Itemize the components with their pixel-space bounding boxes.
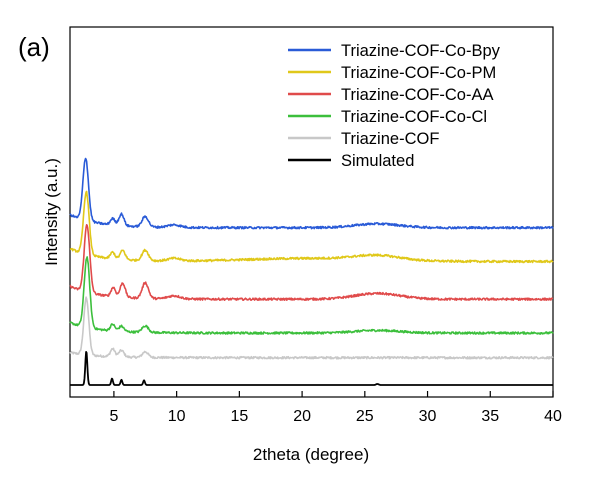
- legend-label: Triazine-COF-Co-Cl: [341, 108, 487, 126]
- legend: Triazine-COF-Co-Bpy Triazine-COF-Co-PM Tri…: [288, 42, 501, 170]
- plot-frame: [69, 26, 554, 398]
- legend-label: Triazine-COF-Co-Bpy: [341, 42, 501, 60]
- series-line: [69, 190, 554, 264]
- series-line: [69, 223, 554, 302]
- x-tick-label: 10: [168, 408, 186, 425]
- series-line: [69, 157, 554, 230]
- x-tick-label: 35: [481, 408, 499, 425]
- x-tick-label: 25: [356, 408, 374, 425]
- x-tick-label: 40: [544, 408, 562, 425]
- series-line: [69, 296, 554, 360]
- legend-label: Triazine-COF: [341, 130, 439, 148]
- legend-label: Simulated: [341, 152, 414, 170]
- x-tick-label: 15: [230, 408, 248, 425]
- x-axis-title: 2theta (degree): [253, 445, 369, 464]
- series-line: [69, 351, 554, 386]
- x-tick-label: 20: [293, 408, 311, 425]
- x-tick-label: 30: [419, 408, 437, 425]
- y-axis-title: Intensity (a.u.): [42, 158, 61, 266]
- series-line: [69, 256, 554, 335]
- legend-label: Triazine-COF-Co-AA: [341, 86, 494, 104]
- panel-label: (a): [18, 32, 50, 62]
- x-tick-label: 5: [109, 408, 118, 425]
- x-axis-ticks: 5 10 15 20 25 30 35 40: [109, 391, 562, 425]
- series-traces: [69, 157, 554, 386]
- legend-label: Triazine-COF-Co-PM: [341, 64, 496, 82]
